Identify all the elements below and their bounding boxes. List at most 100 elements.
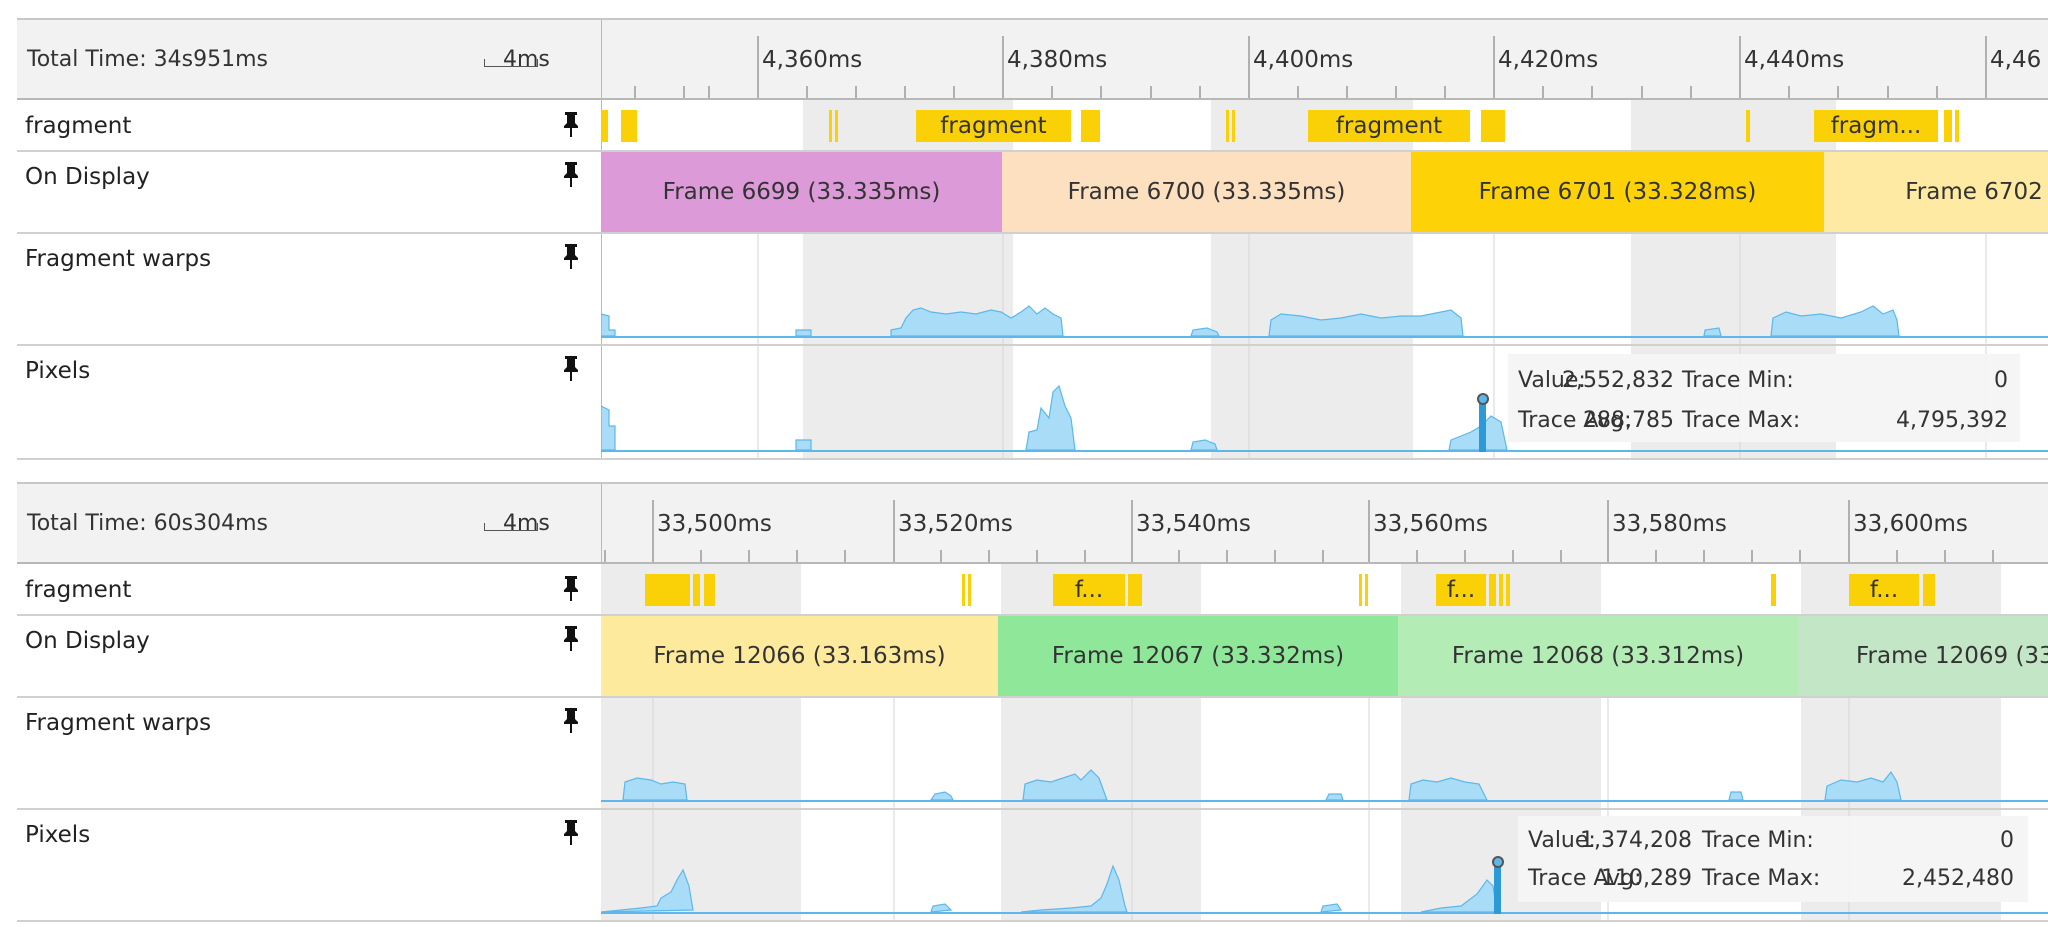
fragment-slice[interactable]: [1944, 110, 1952, 142]
fragment-slice[interactable]: [968, 574, 971, 606]
fragment-track[interactable]: f... f... f...: [601, 564, 2048, 614]
row-label: Fragment warps: [25, 710, 212, 736]
track-row-fragment-warps[interactable]: Fragment warps: [17, 698, 2048, 810]
warps-counter-graph: [601, 234, 2048, 344]
row-label: fragment: [25, 577, 132, 603]
pin-icon[interactable]: [563, 576, 579, 602]
shaded-region: [803, 346, 1013, 458]
fragment-slice[interactable]: [1746, 110, 1750, 142]
time-ruler[interactable]: 33,500ms 33,520ms 33,540ms 33,560ms 33,5…: [601, 484, 2048, 562]
shaded-region: [1631, 100, 1836, 150]
fragment-track[interactable]: fragment fragment fragm...: [601, 100, 2048, 150]
fragment-warps-track[interactable]: [601, 234, 2048, 344]
frame-slice[interactable]: Frame 6700 (33.335ms): [1002, 152, 1411, 232]
fragment-slice[interactable]: [1499, 574, 1503, 606]
row-label-cell: Pixels: [17, 810, 602, 920]
total-time-label: Total Time: 34s951ms: [27, 47, 268, 72]
fragment-slice[interactable]: [1923, 574, 1935, 606]
fragment-slice[interactable]: [601, 110, 608, 142]
time-tick: 4,440ms: [1744, 47, 1845, 73]
track-row-pixels[interactable]: Pixels Value: 1,374,208 Trace Avg: 110,2…: [17, 810, 2048, 922]
frame-slice[interactable]: Frame 12067 (33.332ms): [998, 616, 1398, 696]
tooltip-value: 1,374,208: [1580, 828, 1692, 853]
fragment-slice[interactable]: [1489, 574, 1496, 606]
tooltip-value: 2,552,832: [1562, 368, 1674, 393]
frame-slice[interactable]: Frame 6701 (33.328ms): [1411, 152, 1824, 232]
ruler-minor-ticks: [634, 36, 1987, 98]
time-tick: 4,360ms: [762, 47, 863, 73]
fragment-slice[interactable]: [1359, 574, 1362, 606]
track-row-pixels[interactable]: Pixels Value: 2,552,832 Trace Avg: 288,7…: [17, 346, 2048, 460]
on-display-track[interactable]: Frame 12066 (33.163ms) Frame 12067 (33.3…: [601, 616, 2048, 696]
frame-slice[interactable]: Frame 6702: [1824, 152, 2048, 232]
tooltip-min: 0: [2000, 828, 2014, 853]
scale-label: 4ms: [503, 511, 550, 536]
pin-icon[interactable]: [563, 708, 579, 734]
track-row-on-display[interactable]: On Display Frame 6699 (33.335ms) Frame 6…: [17, 152, 2048, 234]
fragment-slice[interactable]: [1506, 574, 1510, 606]
fragment-slice[interactable]: fragm...: [1814, 110, 1938, 142]
fragment-slice[interactable]: [1128, 574, 1142, 606]
trace-panel-2: Total Time: 60s304ms 4ms 33,500ms 33,520…: [17, 482, 2048, 922]
track-row-fragment[interactable]: fragment fragment fragment fragm...: [17, 100, 2048, 152]
pin-icon[interactable]: [563, 820, 579, 846]
fragment-warps-track[interactable]: [601, 698, 2048, 808]
fragment-slice[interactable]: [645, 574, 690, 606]
fragment-slice[interactable]: [1955, 110, 1959, 142]
row-label-cell: On Display: [17, 616, 602, 696]
selection-marker-handle[interactable]: [1492, 856, 1504, 868]
tooltip-max-label: Trace Max:: [1682, 408, 1801, 433]
fragment-slice[interactable]: [1365, 574, 1368, 606]
time-ruler[interactable]: 4,360ms 4,380ms 4,400ms 4,420ms 4,440ms …: [601, 20, 2048, 98]
scale-bar-icon: [484, 523, 538, 531]
track-row-on-display[interactable]: On Display Frame 12066 (33.163ms) Frame …: [17, 616, 2048, 698]
track-row-fragment[interactable]: fragment f... f... f...: [17, 564, 2048, 616]
on-display-track[interactable]: Frame 6699 (33.335ms) Frame 6700 (33.335…: [601, 152, 2048, 232]
fragment-slice[interactable]: [704, 574, 715, 606]
value-tooltip: Value: 1,374,208 Trace Avg: 110,289 Trac…: [1518, 816, 2028, 902]
pin-icon[interactable]: [563, 356, 579, 382]
row-label-cell: Pixels: [17, 346, 602, 458]
tooltip-min-label: Trace Min:: [1682, 368, 1794, 393]
pin-icon[interactable]: [563, 112, 579, 138]
selection-marker[interactable]: [1479, 398, 1486, 452]
track-row-fragment-warps[interactable]: Fragment warps: [17, 234, 2048, 346]
tooltip-min: 0: [1994, 368, 2008, 393]
frame-slice[interactable]: Frame 6699 (33.335ms): [601, 152, 1002, 232]
time-tick: 33,580ms: [1612, 511, 1727, 537]
fragment-slice[interactable]: f...: [1436, 574, 1486, 606]
fragment-slice[interactable]: [1226, 110, 1229, 142]
fragment-slice[interactable]: [1481, 110, 1505, 142]
fragment-slice[interactable]: f...: [1849, 574, 1919, 606]
pin-icon[interactable]: [563, 244, 579, 270]
scale-label: 4ms: [503, 47, 550, 72]
pin-icon[interactable]: [563, 162, 579, 188]
pixels-track[interactable]: Value: 1,374,208 Trace Avg: 110,289 Trac…: [601, 810, 2048, 920]
row-label-cell: fragment: [17, 564, 602, 614]
fragment-slice[interactable]: [621, 110, 637, 142]
tooltip-avg: 288,785: [1583, 408, 1674, 433]
fragment-slice[interactable]: f...: [1053, 574, 1125, 606]
pin-icon[interactable]: [563, 626, 579, 652]
row-label: Pixels: [25, 822, 91, 848]
fragment-slice[interactable]: [693, 574, 700, 606]
row-label: Pixels: [25, 358, 91, 384]
header-label-cell: Total Time: 34s951ms 4ms: [17, 20, 602, 100]
fragment-slice[interactable]: [1081, 110, 1100, 142]
trace-panel-1: Total Time: 34s951ms 4ms 4,360ms 4,380ms…: [17, 18, 2048, 460]
frame-slice[interactable]: Frame 12069 (33: [1798, 616, 2048, 696]
fragment-slice[interactable]: fragment: [1308, 110, 1470, 142]
fragment-slice[interactable]: [1232, 110, 1235, 142]
fragment-slice[interactable]: [1771, 574, 1776, 606]
selection-marker-handle[interactable]: [1477, 393, 1489, 405]
fragment-slice[interactable]: [835, 110, 838, 142]
fragment-slice[interactable]: [829, 110, 832, 142]
frame-slice[interactable]: Frame 12068 (33.312ms): [1398, 616, 1798, 696]
frame-slice[interactable]: Frame 12066 (33.163ms): [601, 616, 998, 696]
time-tick: 4,46: [1990, 47, 2042, 73]
warps-counter-graph: [601, 698, 2048, 808]
selection-marker[interactable]: [1494, 862, 1501, 914]
fragment-slice[interactable]: fragment: [916, 110, 1071, 142]
fragment-slice[interactable]: [962, 574, 965, 606]
pixels-track[interactable]: Value: 2,552,832 Trace Avg: 288,785 Trac…: [601, 346, 2048, 458]
